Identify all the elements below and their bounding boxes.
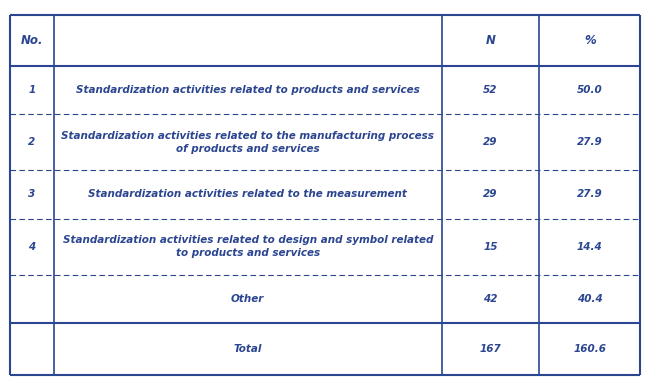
Text: No.: No. — [21, 34, 43, 47]
Text: Standardization activities related to the measurement: Standardization activities related to th… — [88, 190, 407, 199]
Text: N: N — [486, 34, 495, 47]
Text: 50.0: 50.0 — [577, 85, 603, 95]
Text: 40.4: 40.4 — [577, 294, 603, 304]
Text: Standardization activities related to products and services: Standardization activities related to pr… — [76, 85, 420, 95]
Text: 29: 29 — [483, 190, 498, 199]
Text: 27.9: 27.9 — [577, 190, 603, 199]
Text: 29: 29 — [483, 137, 498, 147]
Text: 27.9: 27.9 — [577, 137, 603, 147]
Text: 4: 4 — [28, 242, 36, 252]
Text: Total: Total — [233, 344, 262, 354]
Text: 160.6: 160.6 — [573, 344, 606, 354]
Text: Other: Other — [231, 294, 265, 304]
Text: 14.4: 14.4 — [577, 242, 603, 252]
Text: 167: 167 — [480, 344, 501, 354]
Text: 3: 3 — [28, 190, 36, 199]
Text: %: % — [584, 34, 595, 47]
Text: 42: 42 — [483, 294, 498, 304]
Text: 15: 15 — [483, 242, 498, 252]
Text: 2: 2 — [28, 137, 36, 147]
Text: Standardization activities related to design and symbol related
to products and : Standardization activities related to de… — [62, 235, 433, 258]
Text: 1: 1 — [28, 85, 36, 95]
Text: Standardization activities related to the manufacturing process
of products and : Standardization activities related to th… — [61, 131, 434, 154]
Text: 52: 52 — [483, 85, 498, 95]
